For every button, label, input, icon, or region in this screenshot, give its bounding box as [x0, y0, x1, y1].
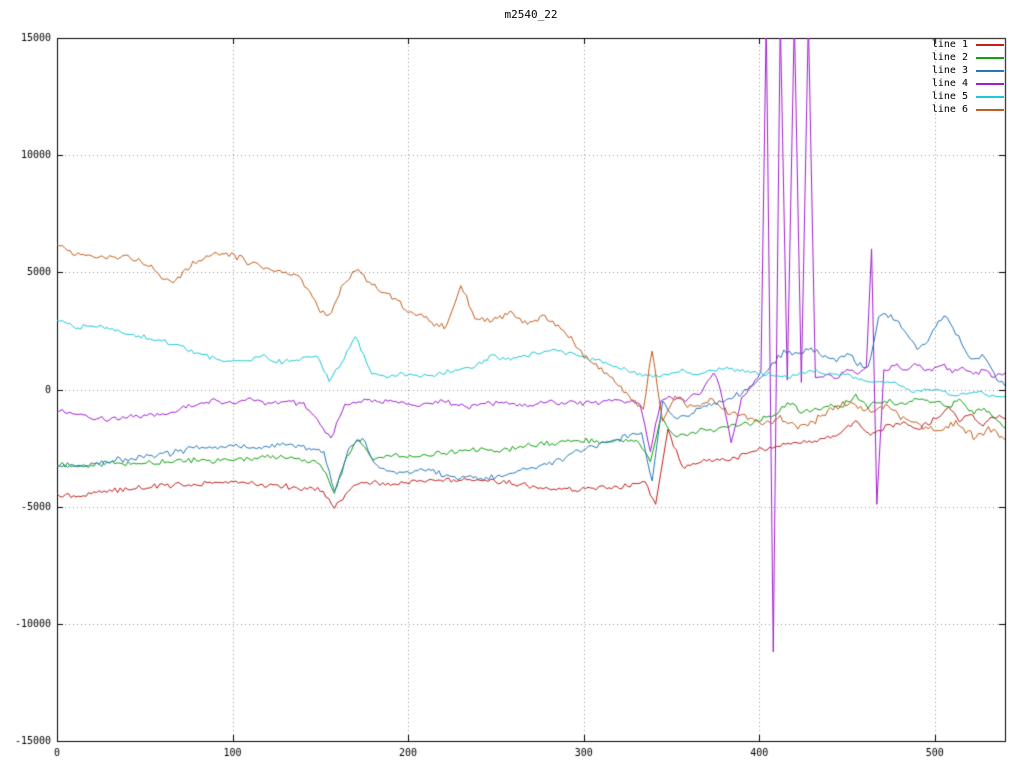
legend-row: line 6 — [932, 105, 1004, 115]
legend: line 1 line 2 line 3 line 4 line 5 line … — [932, 40, 1004, 115]
chart-title: m2540_22 — [504, 8, 558, 21]
legend-line-sample — [976, 109, 1004, 111]
legend-label: line 3 — [931, 65, 968, 76]
legend-line-sample — [976, 70, 1004, 72]
legend-label: line 1 — [931, 39, 968, 50]
legend-row: line 5 — [932, 92, 1004, 102]
legend-row: line 4 — [932, 79, 1004, 89]
legend-row: line 2 — [932, 53, 1004, 63]
legend-line-sample — [976, 57, 1004, 59]
legend-label: line 6 — [931, 104, 968, 115]
legend-line-sample — [976, 83, 1004, 85]
legend-row: line 1 — [932, 40, 1004, 50]
legend-label: line 4 — [931, 78, 968, 89]
legend-line-sample — [976, 96, 1004, 98]
legend-label: line 5 — [931, 91, 968, 102]
legend-row: line 3 — [932, 66, 1004, 76]
legend-label: line 2 — [931, 52, 968, 63]
legend-line-sample — [976, 44, 1004, 46]
